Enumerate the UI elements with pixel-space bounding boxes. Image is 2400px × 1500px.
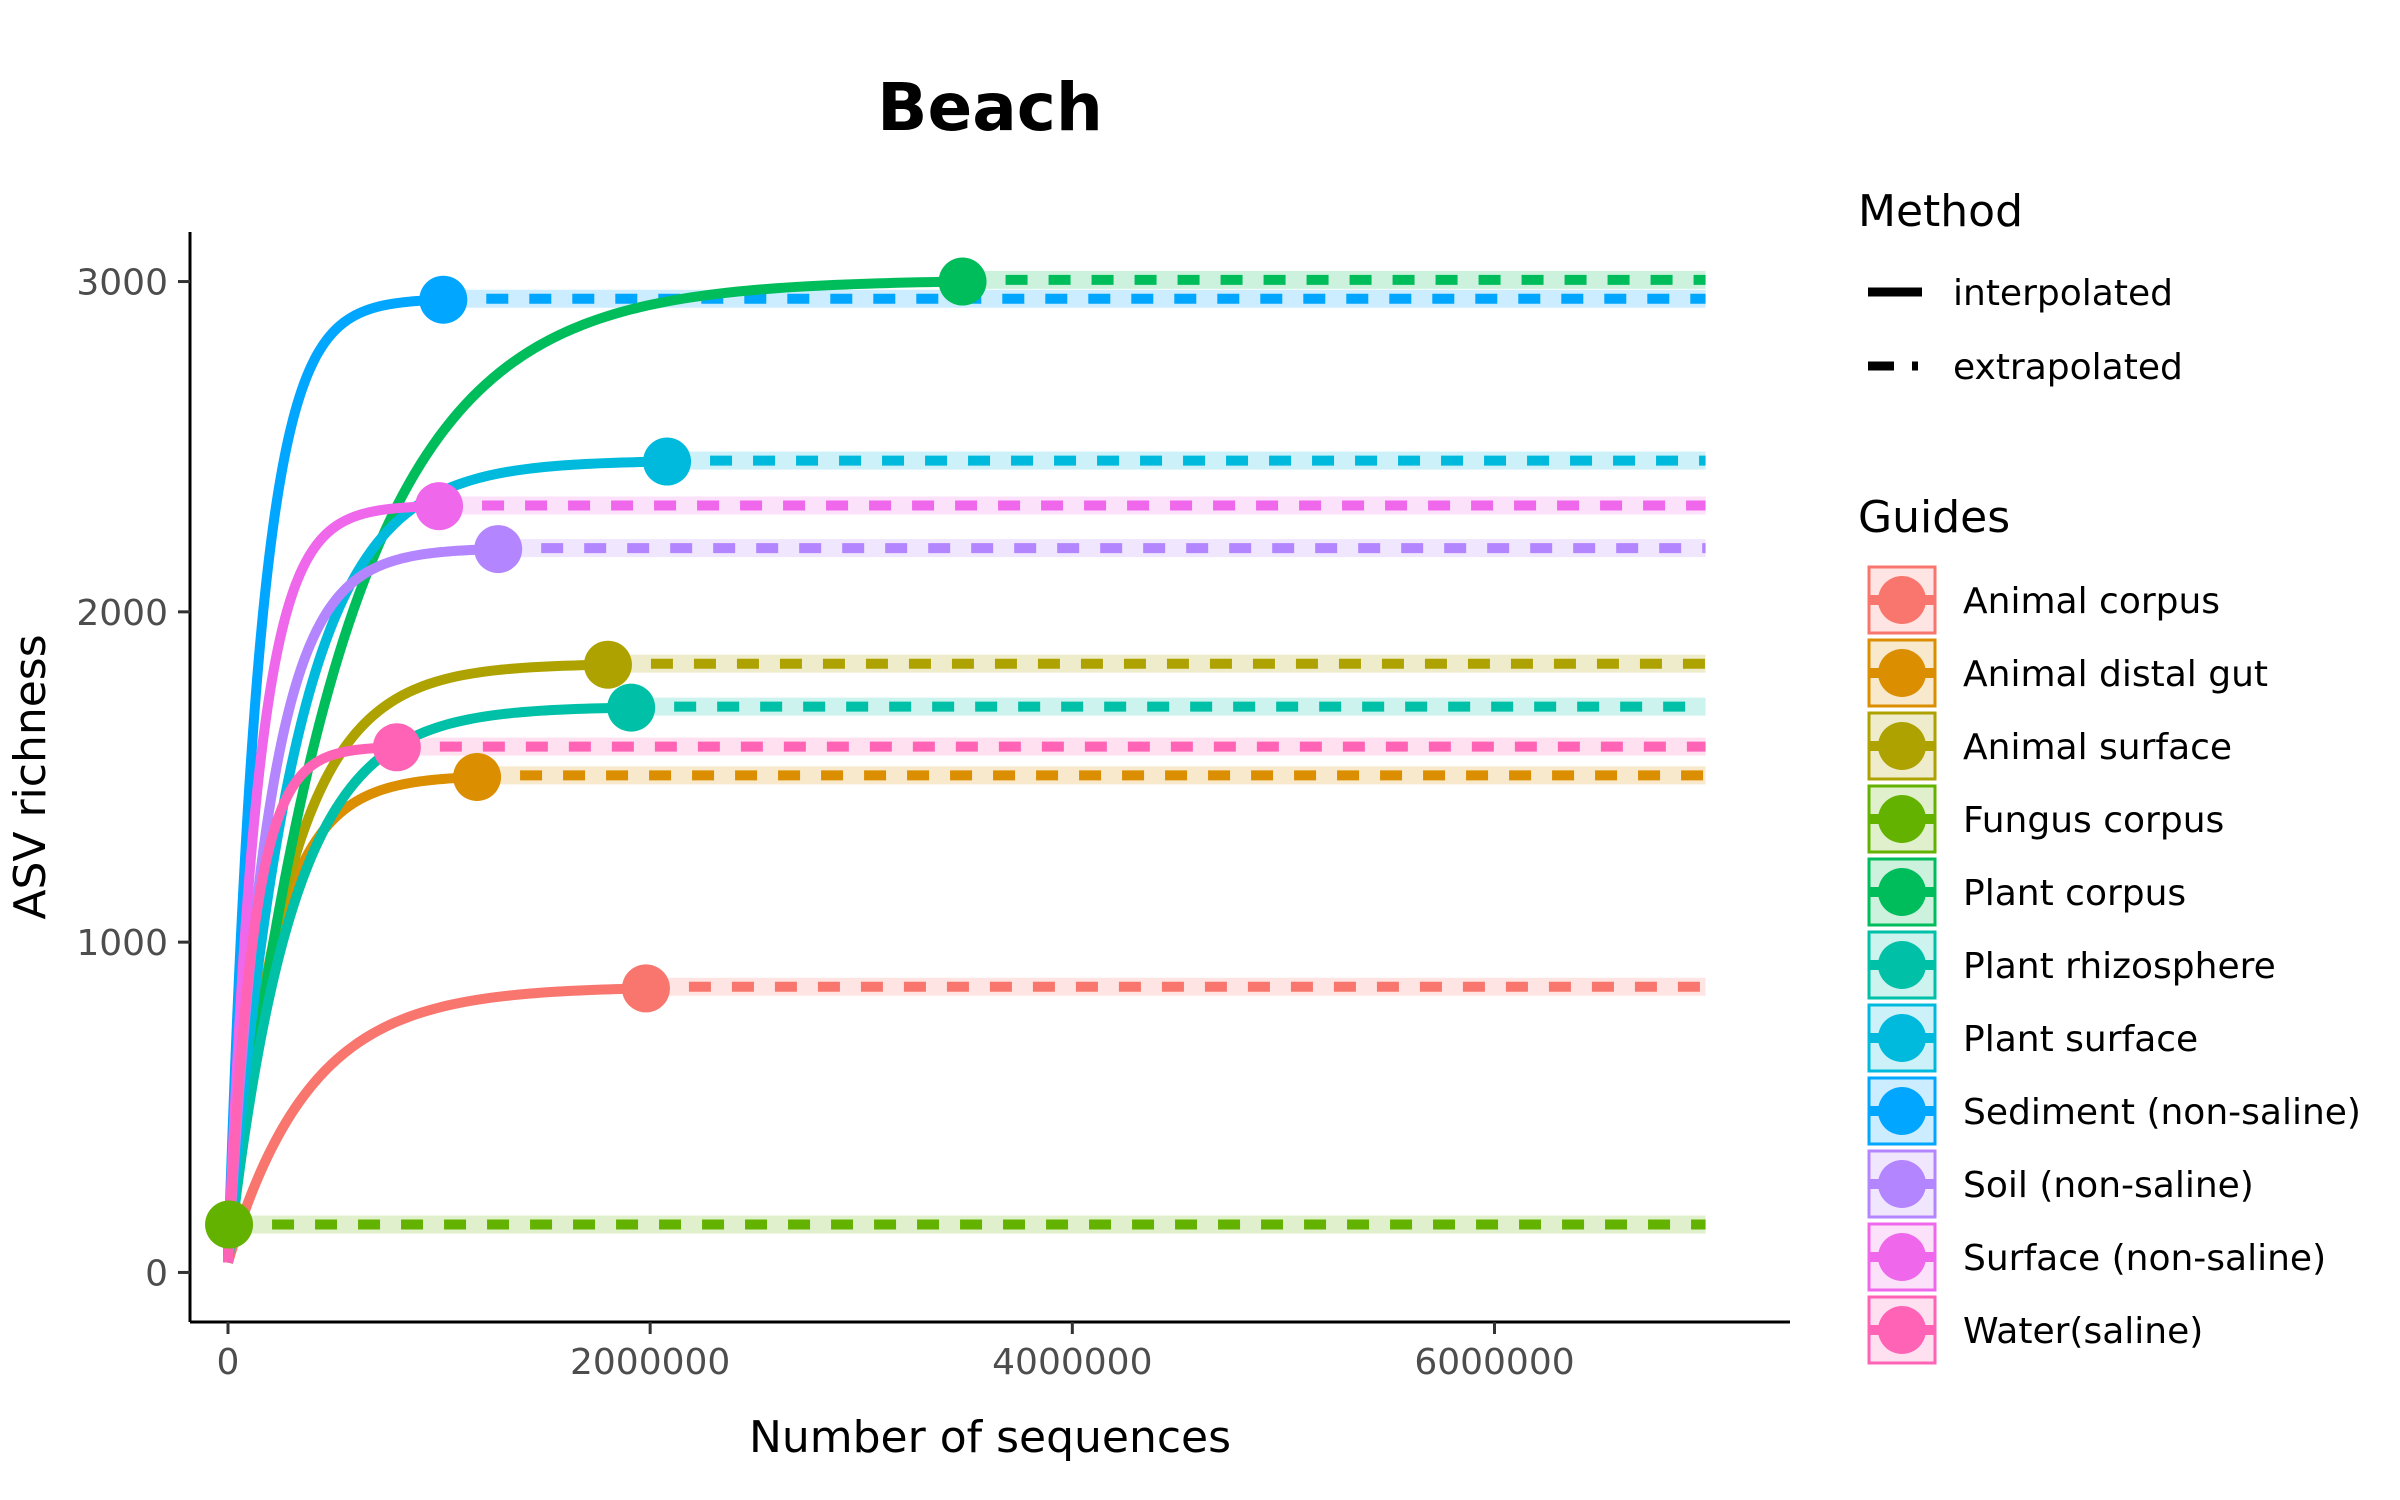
legend-item-soil-non-saline: Soil (non-saline) bbox=[1867, 1149, 2254, 1219]
legend-item-plant-rhizosphere: Plant rhizosphere bbox=[1867, 930, 2276, 1000]
legend-label: Plant corpus bbox=[1963, 873, 2186, 914]
legend-key-point bbox=[1878, 868, 1926, 916]
interpolated-line-water-saline bbox=[223, 742, 400, 1267]
legend-method-title: Method bbox=[1858, 186, 2023, 237]
x-tick-label: 4000000 bbox=[992, 1342, 1152, 1383]
legend-key-point bbox=[1878, 649, 1926, 697]
legend-label: Animal distal gut bbox=[1963, 654, 2268, 695]
chart-title: Beach bbox=[877, 69, 1103, 146]
legend-interpolated-label: interpolated bbox=[1953, 273, 2173, 314]
observed-point-plant-rhizosphere bbox=[607, 683, 656, 732]
legend-key-point bbox=[1878, 722, 1926, 770]
y-axis-title: ASV richness bbox=[5, 634, 56, 919]
x-axis-title: Number of sequences bbox=[749, 1412, 1231, 1463]
legend-item-animal-surface: Animal surface bbox=[1867, 711, 2232, 781]
observed-point-animal-corpus bbox=[621, 964, 670, 1013]
observed-points-layer bbox=[205, 257, 987, 1249]
legend-label: Soil (non-saline) bbox=[1963, 1165, 2254, 1206]
legend-key-point bbox=[1878, 1014, 1926, 1062]
legend-key-point bbox=[1878, 795, 1926, 843]
legend-label: Water(saline) bbox=[1963, 1311, 2203, 1352]
observed-point-surface-non-saline bbox=[415, 482, 464, 531]
observed-point-animal-distal-gut bbox=[453, 753, 502, 801]
y-tick-label: 1000 bbox=[76, 923, 168, 964]
legend-item-animal-corpus: Animal corpus bbox=[1867, 565, 2220, 635]
extrapolated-layer bbox=[229, 270, 1706, 1234]
legend-guides: Guides Animal corpus Animal distal gut Ani… bbox=[1858, 492, 2361, 1365]
legend-item-water-saline: Water(saline) bbox=[1867, 1295, 2203, 1365]
x-tick-label: 6000000 bbox=[1414, 1342, 1574, 1383]
legend-item-sediment-non-saline: Sediment (non-saline) bbox=[1867, 1076, 2361, 1146]
legend-method: Method interpolated extrapolated bbox=[1858, 186, 2183, 388]
x-axis-ticks: 0 2000000 4000000 6000000 bbox=[217, 1322, 1575, 1383]
legend-label: Plant surface bbox=[1963, 1019, 2198, 1060]
legend-item-surface-non-saline: Surface (non-saline) bbox=[1867, 1222, 2326, 1292]
observed-point-fungus-corpus bbox=[205, 1200, 254, 1249]
observed-point-soil-non-saline bbox=[474, 525, 523, 574]
plot-area bbox=[205, 257, 1706, 1268]
legend-label: Fungus corpus bbox=[1963, 800, 2224, 841]
observed-point-plant-surface bbox=[643, 437, 692, 486]
y-tick-label: 3000 bbox=[76, 263, 168, 304]
legend-item-plant-surface: Plant surface bbox=[1867, 1003, 2198, 1073]
observed-point-water-saline bbox=[372, 723, 421, 772]
legend-extrapolated-label: extrapolated bbox=[1953, 347, 2183, 388]
legend-item-fungus-corpus: Fungus corpus bbox=[1867, 784, 2224, 854]
legend-guides-title: Guides bbox=[1858, 492, 2010, 543]
x-tick-label: 2000000 bbox=[570, 1342, 730, 1383]
extrapolated-ribbon-animal-surface bbox=[607, 654, 1706, 673]
legend-key-point bbox=[1878, 576, 1926, 624]
y-axis-ticks: 0 1000 2000 3000 bbox=[76, 263, 190, 1294]
extrapolated-ribbon-plant-corpus bbox=[962, 270, 1706, 289]
legend-label: Plant rhizosphere bbox=[1963, 946, 2276, 987]
legend-key-point bbox=[1878, 941, 1926, 989]
legend-key-point bbox=[1878, 1160, 1926, 1208]
legend-key-point bbox=[1878, 1233, 1926, 1281]
legend-item-animal-distal-gut: Animal distal gut bbox=[1867, 638, 2268, 708]
observed-point-sediment-non-saline bbox=[419, 275, 468, 324]
legend-label: Sediment (non-saline) bbox=[1963, 1092, 2361, 1133]
interpolated-line-plant-rhizosphere bbox=[223, 702, 632, 1267]
legend-label: Surface (non-saline) bbox=[1963, 1238, 2326, 1279]
legend-label: Animal surface bbox=[1963, 727, 2232, 768]
observed-point-animal-surface bbox=[583, 640, 632, 689]
observed-point-plant-corpus bbox=[938, 257, 987, 306]
legend-key-point bbox=[1878, 1306, 1926, 1354]
y-tick-label: 0 bbox=[145, 1253, 168, 1294]
legend-key-point bbox=[1878, 1087, 1926, 1135]
y-tick-label: 2000 bbox=[76, 593, 168, 634]
x-tick-label: 0 bbox=[217, 1342, 240, 1383]
legend-label: Animal corpus bbox=[1963, 581, 2220, 622]
legend-item-plant-corpus: Plant corpus bbox=[1867, 857, 2186, 927]
